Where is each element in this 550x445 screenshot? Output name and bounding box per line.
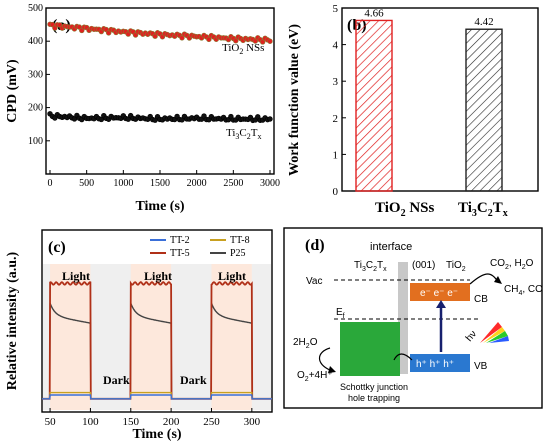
panel-b-ytick-label: 3 bbox=[333, 76, 339, 88]
light-icon bbox=[480, 322, 509, 343]
panel-a-xtick-label: 1500 bbox=[150, 178, 170, 189]
co2-h2o-label: CO2, H2O bbox=[490, 258, 534, 271]
panel-b-ylabel: Work function value (eV) bbox=[287, 24, 302, 176]
panel-c-line-tt-5 bbox=[42, 280, 272, 400]
panel-a-xtick-label: 2000 bbox=[187, 178, 207, 189]
cb-label: CB bbox=[474, 294, 488, 305]
light-label-2: Light bbox=[144, 269, 172, 283]
bar-category-tio2: TiO2 NSs bbox=[375, 200, 435, 219]
panel-b-ytick-label: 1 bbox=[333, 149, 339, 161]
conduction-band bbox=[410, 283, 470, 301]
panel-a-point-tio2 bbox=[233, 38, 239, 44]
panel-a-xtick-label: 2500 bbox=[223, 178, 243, 189]
panel-c-xtick-label: 250 bbox=[203, 416, 220, 428]
co2-reduction-arrowhead bbox=[494, 276, 502, 284]
panel-c-xtick-label: 100 bbox=[82, 416, 99, 428]
hole-transfer-arrow bbox=[393, 353, 413, 361]
panel-c-line-tt-8 bbox=[42, 391, 272, 400]
panel-b-frame bbox=[341, 7, 539, 192]
series-label-tio2: TiO2 NSs bbox=[222, 42, 264, 56]
metal-block bbox=[340, 322, 400, 376]
panel-a-ytick-label: 400 bbox=[28, 36, 43, 47]
facet-label: (001) bbox=[412, 260, 435, 271]
water-oxidation-arrowhead bbox=[328, 366, 336, 373]
light-window bbox=[50, 264, 91, 410]
ch4-co-label: CH4, CO bbox=[504, 284, 543, 297]
panel-a: (a) 050010001500200025003000100200300400… bbox=[5, 3, 280, 214]
panel-c-label: (c) bbox=[48, 239, 66, 256]
panel-a-ylabel: CPD (mV) bbox=[5, 59, 20, 123]
panel-a-point-tio2 bbox=[267, 38, 273, 44]
co2-reduction-arrow bbox=[469, 273, 499, 285]
bar-ti3c2tx bbox=[465, 28, 503, 192]
panel-a-point-ti3c2tx bbox=[267, 116, 273, 122]
panel-b-ytick-label: 4 bbox=[333, 40, 339, 52]
electrons-label: e⁻ e⁻ e⁻ bbox=[420, 288, 458, 299]
panel-a-xlabel: Time (s) bbox=[135, 199, 184, 214]
legend-label: TT-8 bbox=[230, 235, 250, 246]
panel-a-point-tio2 bbox=[179, 35, 185, 41]
panel-d-label: (d) bbox=[305, 237, 325, 254]
panel-b-ytick-label: 0 bbox=[333, 186, 339, 198]
light-label-1: Light bbox=[62, 269, 90, 283]
h2o-label: 2H2O bbox=[293, 337, 318, 350]
panel-c-xtick-label: 200 bbox=[163, 416, 180, 428]
interface-label: interface bbox=[370, 241, 412, 253]
panel-c-xtick-label: 150 bbox=[123, 416, 140, 428]
holes-label: h⁺ h⁺ h⁺ bbox=[416, 359, 454, 370]
panel-a-point-ti3c2tx bbox=[98, 116, 105, 123]
dark-label-1: Dark bbox=[103, 373, 130, 387]
bar-tio2 bbox=[355, 19, 393, 192]
legend-label: TT-2 bbox=[170, 235, 190, 246]
panel-c-line-p25 bbox=[42, 303, 272, 400]
panel-b-ytick-label: 5 bbox=[333, 3, 339, 15]
ti3c2tx-label: Ti3C2Tx bbox=[354, 260, 387, 273]
panel-a-xtick-label: 0 bbox=[48, 178, 53, 189]
vac-label: Vac bbox=[306, 276, 323, 287]
panel-a-ytick-label: 500 bbox=[28, 3, 43, 14]
excitation-arrowhead bbox=[436, 300, 446, 308]
panel-a-point-tio2 bbox=[206, 36, 212, 43]
panel-a-ytick-label: 100 bbox=[28, 136, 43, 147]
panel-c-xtick-label: 50 bbox=[45, 416, 57, 428]
panel-a-ytick-label: 300 bbox=[28, 69, 43, 80]
hv-label: hν bbox=[464, 329, 479, 344]
interface-band bbox=[398, 262, 408, 374]
schottky-label-2: hole trapping bbox=[348, 393, 400, 403]
light-label-3: Light bbox=[218, 269, 246, 283]
o2-label: O2+4H⁺ bbox=[297, 370, 333, 383]
panel-c-frame bbox=[41, 229, 273, 413]
panel-d: (d) interface Ti3C2Tx (001) TiO2 Vac e⁻ … bbox=[283, 227, 543, 409]
panel-a-ytick-label: 200 bbox=[28, 103, 43, 114]
ef-label: Ef bbox=[336, 307, 345, 320]
panel-a-xtick-label: 1000 bbox=[113, 178, 133, 189]
panel-c-xlabel: Time (s) bbox=[132, 427, 181, 442]
panel-b-ytick-label: 2 bbox=[333, 113, 339, 125]
panel-c-line-tt-2 bbox=[42, 394, 272, 400]
panel-d-frame bbox=[283, 227, 543, 409]
light-window bbox=[130, 264, 172, 410]
legend-label: TT-5 bbox=[170, 248, 190, 259]
panel-c-xtick-label: 300 bbox=[244, 416, 261, 428]
light-window bbox=[211, 264, 252, 410]
schottky-label-1: Schottky junction bbox=[340, 382, 408, 392]
valence-band bbox=[410, 354, 470, 372]
panel-a-point-tio2 bbox=[259, 39, 266, 45]
panel-c: 50 100 150 200 250 300 (c) TT-2 TT-8 TT-5 P25 Li… bbox=[5, 229, 273, 442]
bar-value-label: 4.42 bbox=[474, 16, 493, 28]
dark-label-2: Dark bbox=[180, 373, 207, 387]
panel-a-xtick-label: 3000 bbox=[260, 178, 280, 189]
panel-a-xtick-label: 500 bbox=[79, 178, 94, 189]
legend-label: P25 bbox=[230, 248, 246, 259]
bar-value-label: 4.66 bbox=[364, 7, 384, 19]
bar-category-ti3c2tx: Ti3C2Tx bbox=[458, 200, 508, 219]
water-oxidation-arrow bbox=[318, 347, 331, 371]
series-label-ti3c2tx: Ti3C2Tx bbox=[226, 127, 261, 141]
panel-c-ylabel: Relative intensity (a.u.) bbox=[5, 251, 20, 390]
vb-label: VB bbox=[474, 361, 488, 372]
tio2-label: TiO2 bbox=[446, 260, 466, 273]
